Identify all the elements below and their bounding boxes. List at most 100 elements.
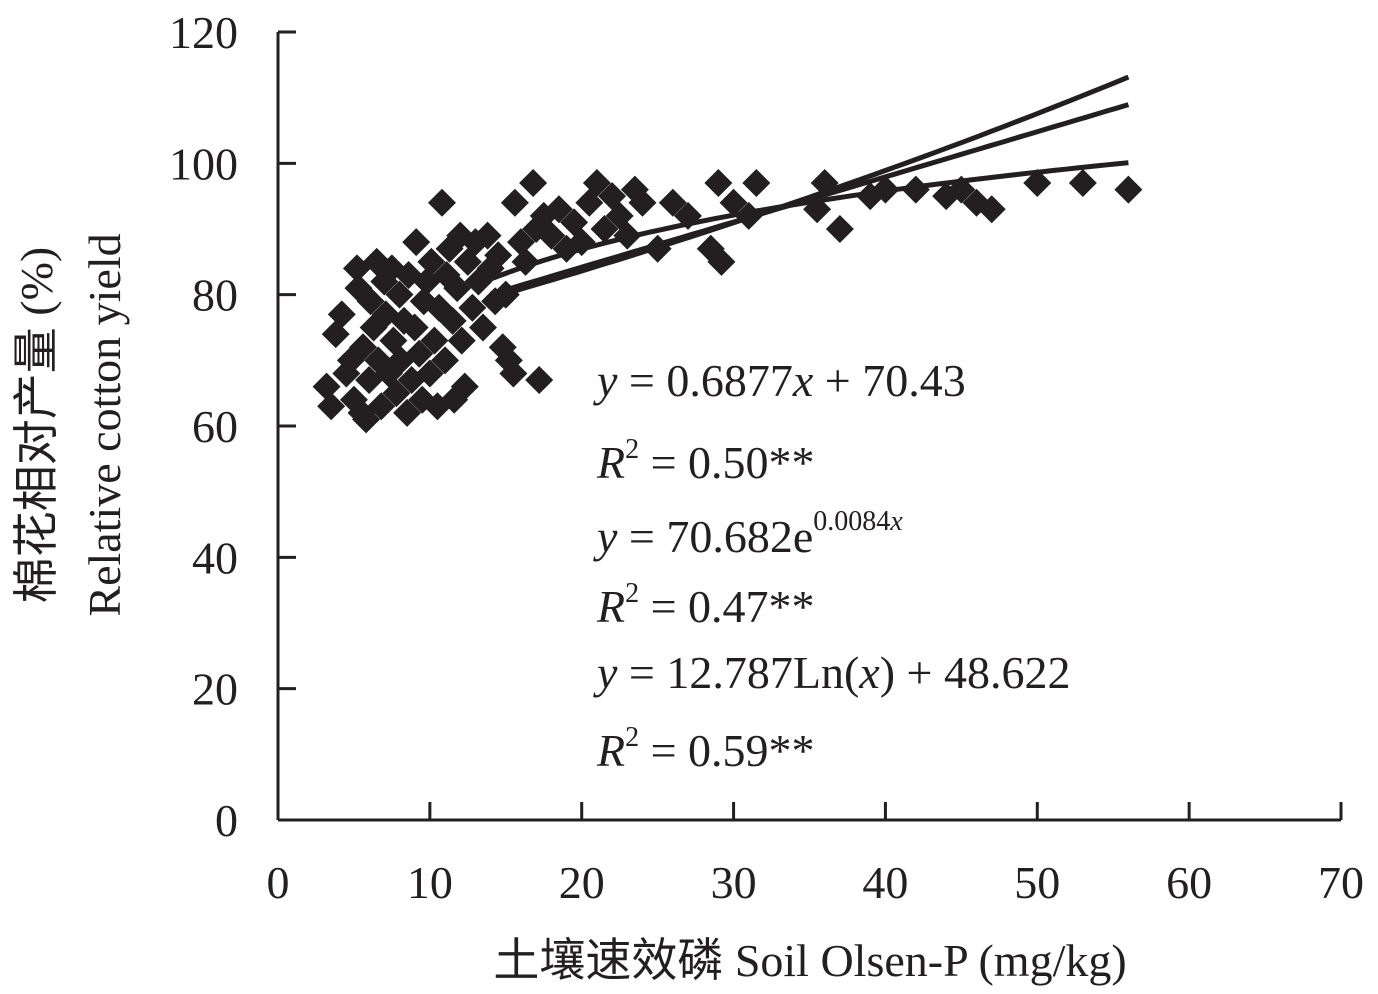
data-point (525, 366, 554, 395)
y-tick-label: 40 (192, 532, 238, 583)
data-point (1114, 175, 1143, 204)
x-tick-label: 50 (1014, 857, 1060, 908)
data-point (582, 169, 611, 198)
data-point (544, 195, 573, 224)
r2-R: R (596, 581, 625, 632)
r2-logarithmic: R2 = 0.59** (596, 722, 815, 776)
data-point (696, 234, 725, 263)
data-point (537, 221, 566, 250)
equation-logarithmic: y = 12.787Ln(x) + 48.622 (593, 647, 1070, 698)
eq2-supx: x (889, 506, 903, 537)
eq1-x: x (792, 355, 814, 406)
equation-linear: y = 0.6877x + 70.43 (593, 355, 966, 406)
y-tick-label: 80 (192, 270, 238, 321)
x-tick-label: 20 (559, 857, 605, 908)
eq3-y: y (593, 647, 618, 698)
data-point (719, 188, 748, 217)
data-point (402, 228, 431, 257)
y-tick-label: 100 (169, 138, 238, 189)
r2-sup: 2 (625, 578, 639, 609)
data-point (590, 215, 619, 243)
data-point (519, 169, 548, 198)
x-ticks: 0 10 20 30 40 50 60 70 (267, 802, 1364, 908)
data-point (428, 188, 457, 217)
eq3-tail: ) + 48.622 (880, 647, 1071, 698)
data-point (453, 247, 482, 276)
y-axis-title-line2: Relative cotton yield (79, 233, 130, 616)
data-point (312, 372, 341, 401)
data-point (469, 313, 498, 342)
data-point (825, 215, 854, 243)
x-tick-label: 0 (267, 857, 290, 908)
data-point (443, 274, 472, 303)
r1-sup: 2 (625, 434, 639, 465)
x-tick-label: 10 (407, 857, 453, 908)
r3-R: R (596, 725, 625, 776)
data-point (349, 333, 378, 362)
fit-line-exponential (489, 74, 1130, 301)
data-point (1068, 169, 1097, 198)
x-axis-title: 土壤速效磷 Soil Olsen-P (mg/kg) (493, 935, 1126, 986)
data-point (415, 359, 444, 388)
data-point (447, 326, 476, 355)
data-point (356, 287, 385, 316)
data-point (977, 195, 1006, 224)
equation-exponential: y = 70.682e0.0084x (593, 506, 903, 562)
eq2-y: y (593, 511, 618, 562)
data-point (484, 241, 513, 270)
y-axis-title-group-2: Relative cotton yield (79, 233, 130, 616)
eq3-rest: = 12.787Ln( (617, 647, 859, 698)
y-axis-title-group: 棉花相对产量 (%) (11, 247, 62, 603)
data-point (352, 405, 381, 434)
data-point (628, 188, 657, 217)
r2-exponential: R2 = 0.47** (596, 578, 815, 632)
data-point (658, 188, 687, 217)
data-point (317, 392, 346, 421)
data-point (473, 221, 502, 250)
data-point (400, 313, 429, 342)
data-point (494, 346, 523, 375)
r2-rest: = 0.47** (639, 581, 814, 632)
data-point (431, 346, 460, 375)
x-tick-label: 70 (1318, 857, 1364, 908)
data-point (393, 398, 422, 427)
eq1-rest: = 0.6877 (617, 355, 792, 406)
x-tick-label: 60 (1166, 857, 1212, 908)
fit-line-logarithmic (489, 160, 1129, 282)
r1-rest: = 0.50** (639, 437, 814, 488)
data-point (385, 280, 414, 309)
eq1-y: y (593, 355, 618, 406)
data-point (1023, 169, 1052, 198)
data-point (438, 306, 467, 335)
y-tick-label: 20 (192, 664, 238, 715)
data-point (707, 247, 736, 276)
y-ticks: 0 20 40 60 80 100 120 (169, 7, 296, 846)
data-point (506, 228, 535, 257)
data-point (488, 333, 517, 362)
eq3-x: x (858, 647, 880, 698)
y-tick-label: 120 (169, 7, 238, 58)
fit-lines (489, 74, 1130, 301)
eq1-tail: + 70.43 (813, 355, 965, 406)
data-point (500, 188, 529, 217)
r3-sup: 2 (625, 722, 639, 753)
r2-linear: R2 = 0.50** (596, 434, 815, 488)
data-point (458, 293, 487, 322)
y-tick-label: 0 (215, 795, 238, 846)
data-point (417, 247, 446, 276)
data-point (382, 379, 411, 408)
data-point (742, 169, 771, 198)
axes (276, 32, 1341, 822)
x-tick-label: 40 (862, 857, 908, 908)
r3-rest: = 0.59** (639, 725, 814, 776)
data-point (405, 339, 434, 368)
data-point (367, 392, 396, 421)
eq2-rest: = 70.682e (617, 511, 813, 562)
eq2-sup: 0.0084 (813, 506, 890, 537)
data-point (901, 175, 930, 204)
data-point (499, 359, 528, 388)
y-tick-label: 60 (192, 401, 238, 452)
y-axis-title-line1: 棉花相对产量 (%) (11, 247, 62, 603)
data-point (704, 169, 733, 198)
r1-R: R (596, 437, 625, 488)
